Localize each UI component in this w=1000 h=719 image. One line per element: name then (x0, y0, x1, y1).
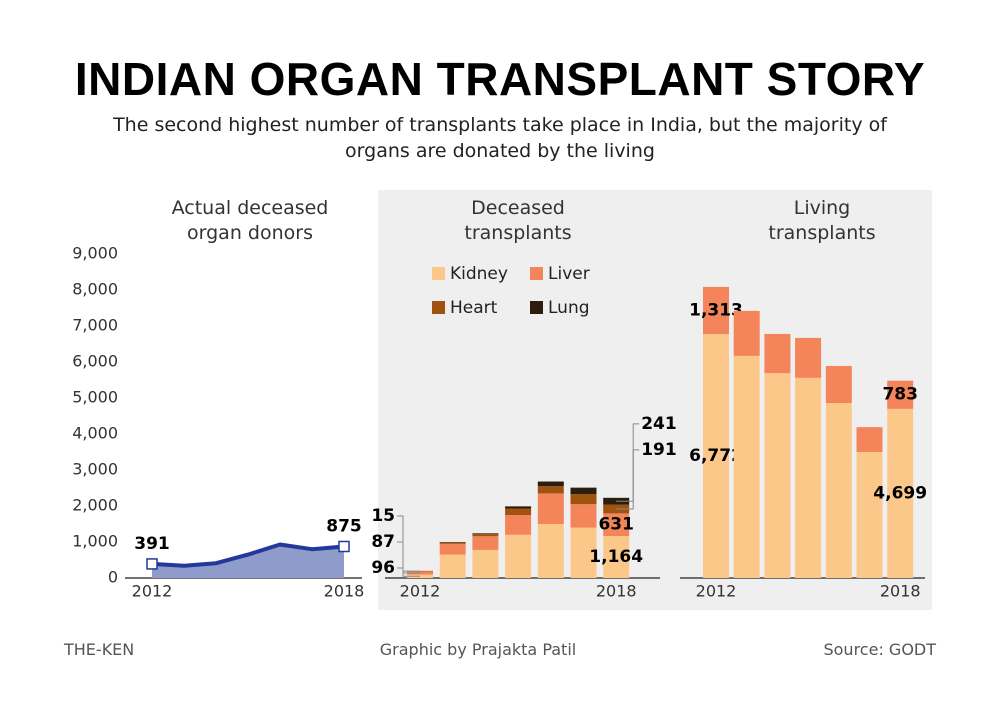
bar-segment (472, 534, 499, 537)
legend-swatch (432, 267, 445, 280)
data-label: 783 (882, 385, 918, 405)
bar-segment (472, 533, 499, 535)
bar-segment (764, 373, 791, 578)
panel-title: Living transplants (768, 197, 876, 244)
bar-segment (439, 542, 466, 544)
bar-segment (472, 549, 499, 578)
publisher: THE-KEN (64, 640, 135, 659)
x-tick-label: 2012 (696, 582, 737, 601)
bar-segment (505, 508, 532, 515)
data-label: 6,772 (689, 446, 743, 466)
bar-segment (733, 310, 760, 356)
bar-segment (856, 452, 883, 578)
bar-segment (439, 543, 466, 555)
panel-title: Deceased transplants (464, 197, 572, 244)
y-tick-label: 0 (108, 568, 118, 587)
data-label: 241 (641, 414, 677, 434)
bar-segment (570, 504, 597, 528)
x-tick-label: 2018 (596, 582, 637, 601)
legend-label: Liver (548, 264, 590, 284)
bar-segment (795, 337, 822, 378)
bar-segment (537, 524, 564, 578)
bar-segment (537, 481, 564, 487)
bar-segment (472, 536, 499, 550)
data-label: 391 (134, 534, 170, 554)
bar-segment (703, 286, 729, 335)
bar-segment (795, 377, 822, 578)
marker (338, 540, 350, 553)
y-tick-label: 3,000 (72, 460, 118, 479)
bar-segment (703, 334, 729, 578)
bar-segment (505, 515, 532, 535)
y-tick-label: 5,000 (72, 388, 118, 407)
bar-segment (603, 536, 630, 578)
y-tick-label: 6,000 (72, 352, 118, 371)
y-tick-label: 4,000 (72, 424, 118, 443)
panel-title: Actual deceased organ donors (171, 197, 329, 244)
bar-segment (570, 527, 597, 578)
bar-segment (537, 486, 564, 494)
bar-segment (887, 380, 914, 409)
bar-segment (887, 408, 914, 578)
graphic-credit: Graphic by Prajakta Patil (379, 640, 577, 659)
bar-segment (570, 494, 597, 505)
x-tick-label: 2012 (132, 582, 173, 601)
bar-segment (825, 403, 852, 578)
x-tick-label: 2018 (880, 582, 921, 601)
legend-swatch (530, 267, 543, 280)
legend-label: Kidney (450, 264, 508, 284)
marker (146, 558, 158, 570)
y-tick-label: 8,000 (72, 280, 118, 299)
legend-swatch (530, 301, 543, 314)
y-tick-label: 9,000 (72, 244, 118, 263)
source: Source: GODT (823, 640, 936, 659)
x-tick-label: 2012 (400, 582, 441, 601)
line (151, 542, 345, 568)
bar-segment (733, 355, 760, 578)
y-tick-label: 7,000 (72, 316, 118, 335)
bar-segment (537, 493, 564, 524)
leader-line (397, 515, 420, 572)
bar-segment (856, 427, 883, 452)
legend-swatch (432, 301, 445, 314)
legend-label: Lung (548, 298, 590, 318)
y-tick-label: 1,000 (72, 532, 118, 551)
bar-segment (825, 365, 852, 404)
bar-segment (764, 333, 791, 374)
x-tick-label: 2018 (324, 582, 365, 601)
data-label: 191 (641, 440, 677, 460)
area (152, 544, 344, 578)
title: INDIAN ORGAN TRANSPLANT STORY (74, 53, 926, 105)
data-label: 15 (371, 506, 395, 526)
bar-segment (505, 506, 532, 509)
bar-segment (570, 487, 597, 495)
data-label: 4,699 (873, 483, 927, 503)
bar-segment (603, 513, 630, 537)
legend-label: Heart (450, 298, 498, 318)
data-label: 87 (371, 532, 395, 552)
leader-line (616, 449, 640, 502)
data-label: 1,313 (689, 301, 743, 321)
subtitle: The second highest number of transplants… (113, 114, 887, 162)
y-tick-label: 2,000 (72, 496, 118, 515)
data-label: 96 (371, 558, 395, 578)
data-label: 1,164 (589, 547, 643, 567)
data-label: 631 (598, 515, 634, 535)
bar-segment (505, 534, 532, 578)
bar-segment (439, 554, 466, 578)
data-label: 875 (326, 517, 362, 537)
